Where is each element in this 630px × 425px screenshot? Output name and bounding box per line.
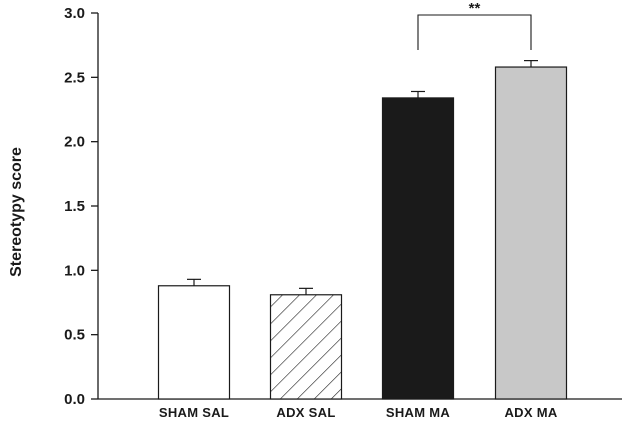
significance-bracket <box>417 14 532 50</box>
y-tick-label: 0.0 <box>64 391 85 408</box>
bar <box>157 285 231 400</box>
y-tick-label: 0.5 <box>64 327 85 344</box>
category-label: SHAM MA <box>386 405 451 420</box>
bars <box>157 14 568 400</box>
category-label: ADX MA <box>504 405 557 420</box>
bar <box>269 294 343 400</box>
bar <box>381 97 455 400</box>
bar <box>494 66 568 400</box>
category-label: SHAM SAL <box>159 405 229 420</box>
y-tick-label: 2.5 <box>64 69 85 86</box>
y-tick-label: 3.0 <box>64 5 85 22</box>
significance-label: ** <box>469 0 481 17</box>
y-tick-label: 1.0 <box>64 262 85 279</box>
y-tick-label: 2.0 <box>64 134 85 151</box>
y-tick-label: 1.5 <box>64 198 85 215</box>
y-axis-title: Stereotypy score <box>8 147 25 277</box>
labels: 0.0 0.5 1.0 1.5 2.0 2.5 3.0 SHAM SAL ADX SAL SHAM… <box>64 0 557 420</box>
category-label: ADX SAL <box>276 405 335 420</box>
